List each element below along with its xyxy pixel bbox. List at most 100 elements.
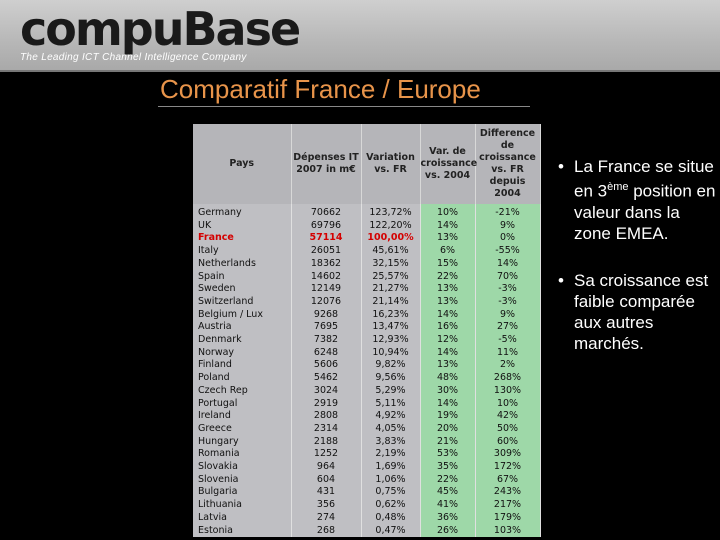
bullet-ranking-superscript: ème (607, 181, 629, 193)
company-logo: compuBase (20, 2, 301, 56)
cell-croissance: 13% (420, 232, 476, 246)
table-row: Finland 5606 9,82% 13% 2% (193, 359, 541, 373)
cell-difference: 2% (475, 359, 541, 373)
cell-pays: Czech Rep (193, 384, 292, 398)
cell-depenses: 2188 (291, 435, 362, 449)
table-body: Germany 70662 123,72% 10% -21% UK 69796 122,20%… (193, 204, 541, 538)
table-row: Denmark 7382 12,93% 12% -5% (193, 334, 541, 347)
table-row: UK 69796 122,20% 14% 9% (193, 219, 541, 233)
cell-croissance: 10% (420, 204, 476, 220)
cell-depenses: 26051 (291, 245, 362, 258)
cell-difference: 0% (475, 232, 541, 246)
cell-croissance: 15% (420, 257, 476, 271)
bullet-ranking-text: La France se situe en 3 (574, 157, 714, 201)
cell-pays: Portugal (193, 397, 292, 411)
table-row: Belgium / Lux 9268 16,23% 14% 9% (193, 308, 541, 322)
cell-pays: Hungary (193, 435, 292, 449)
cell-variation: 100,00% (361, 232, 421, 246)
cell-difference: 60% (475, 435, 541, 449)
cell-croissance: 45% (420, 486, 476, 500)
cell-croissance: 13% (420, 295, 476, 309)
cell-variation: 21,14% (361, 295, 421, 309)
cell-variation: 13,47% (361, 321, 421, 335)
cell-croissance: 20% (420, 422, 476, 436)
cell-variation: 5,29% (361, 384, 421, 398)
table-row: Portugal 2919 5,11% 14% 10% (193, 397, 541, 411)
cell-difference: 217% (475, 499, 541, 512)
header-pays: Pays (193, 124, 292, 204)
cell-variation: 2,19% (361, 448, 421, 462)
table-row: Austria 7695 13,47% 16% 27% (193, 321, 541, 335)
cell-pays: Denmark (193, 334, 292, 347)
cell-pays: Slovenia (193, 473, 292, 487)
cell-depenses: 2919 (291, 397, 362, 411)
table-row: Latvia 274 0,48% 36% 179% (193, 511, 541, 525)
cell-difference: -3% (475, 283, 541, 296)
table-row: Czech Rep 3024 5,29% 30% 130% (193, 384, 541, 398)
cell-variation: 3,83% (361, 435, 421, 449)
cell-depenses: 1252 (291, 448, 362, 462)
cell-variation: 9,82% (361, 359, 421, 373)
cell-pays: Netherlands (193, 257, 292, 271)
table-row: Netherlands 18362 32,15% 15% 14% (193, 257, 541, 271)
cell-croissance: 35% (420, 461, 476, 474)
cell-pays: UK (193, 219, 292, 233)
cell-depenses: 356 (291, 499, 362, 512)
cell-difference: 70% (475, 270, 541, 284)
table-row: Hungary 2188 3,83% 21% 60% (193, 435, 541, 449)
cell-difference: 9% (475, 308, 541, 322)
cell-croissance: 53% (420, 448, 476, 462)
header-difference: Difference de croissance vs. FR depuis 2… (475, 124, 541, 204)
bullet-ranking-text-end: position en valeur dans la zone EMEA. (574, 181, 716, 243)
cell-variation: 32,15% (361, 257, 421, 271)
cell-depenses: 431 (291, 486, 362, 500)
table-row: Ireland 2808 4,92% 19% 42% (193, 410, 541, 423)
table-row: Sweden 12149 21,27% 13% -3% (193, 283, 541, 296)
title-underline (158, 106, 530, 107)
header-variation: Variation vs. FR (361, 124, 421, 204)
bullet-dot-icon: • (558, 270, 564, 290)
cell-pays: Greece (193, 422, 292, 436)
cell-depenses: 274 (291, 511, 362, 525)
header-croissance: Var. de croissance vs. 2004 (420, 124, 477, 204)
cell-variation: 0,47% (361, 524, 421, 538)
cell-difference: 67% (475, 473, 541, 487)
cell-variation: 0,48% (361, 511, 421, 525)
cell-pays: Romania (193, 448, 292, 462)
cell-depenses: 12076 (291, 295, 362, 309)
cell-difference: -21% (475, 204, 541, 220)
cell-depenses: 18362 (291, 257, 362, 271)
cell-croissance: 6% (420, 245, 476, 258)
cell-difference: 268% (475, 372, 541, 385)
cell-croissance: 14% (420, 219, 476, 233)
table-row: Norway 6248 10,94% 14% 11% (193, 346, 541, 360)
cell-croissance: 36% (420, 511, 476, 525)
cell-croissance: 14% (420, 397, 476, 411)
cell-depenses: 14602 (291, 270, 362, 284)
cell-variation: 25,57% (361, 270, 421, 284)
table-row: Slovakia 964 1,69% 35% 172% (193, 461, 541, 474)
cell-difference: -55% (475, 245, 541, 258)
comparison-table-container: Pays Dépenses IT 2007 in m€ Variation vs… (193, 124, 541, 538)
cell-pays: Belgium / Lux (193, 308, 292, 322)
cell-depenses: 964 (291, 461, 362, 474)
cell-croissance: 21% (420, 435, 476, 449)
cell-pays: Poland (193, 372, 292, 385)
cell-difference: 9% (475, 219, 541, 233)
cell-difference: 14% (475, 257, 541, 271)
cell-pays: Norway (193, 346, 292, 360)
cell-depenses: 9268 (291, 308, 362, 322)
table-row: Italy 26051 45,61% 6% -55% (193, 245, 541, 258)
cell-depenses: 2808 (291, 410, 362, 423)
cell-difference: 50% (475, 422, 541, 436)
cell-depenses: 5462 (291, 372, 362, 385)
cell-depenses: 5606 (291, 359, 362, 373)
cell-pays: Latvia (193, 511, 292, 525)
cell-pays: Austria (193, 321, 292, 335)
table-header-row: Pays Dépenses IT 2007 in m€ Variation vs… (193, 124, 541, 204)
cell-difference: 10% (475, 397, 541, 411)
cell-difference: -5% (475, 334, 541, 347)
cell-pays: France (193, 232, 292, 246)
cell-variation: 10,94% (361, 346, 421, 360)
cell-variation: 12,93% (361, 334, 421, 347)
